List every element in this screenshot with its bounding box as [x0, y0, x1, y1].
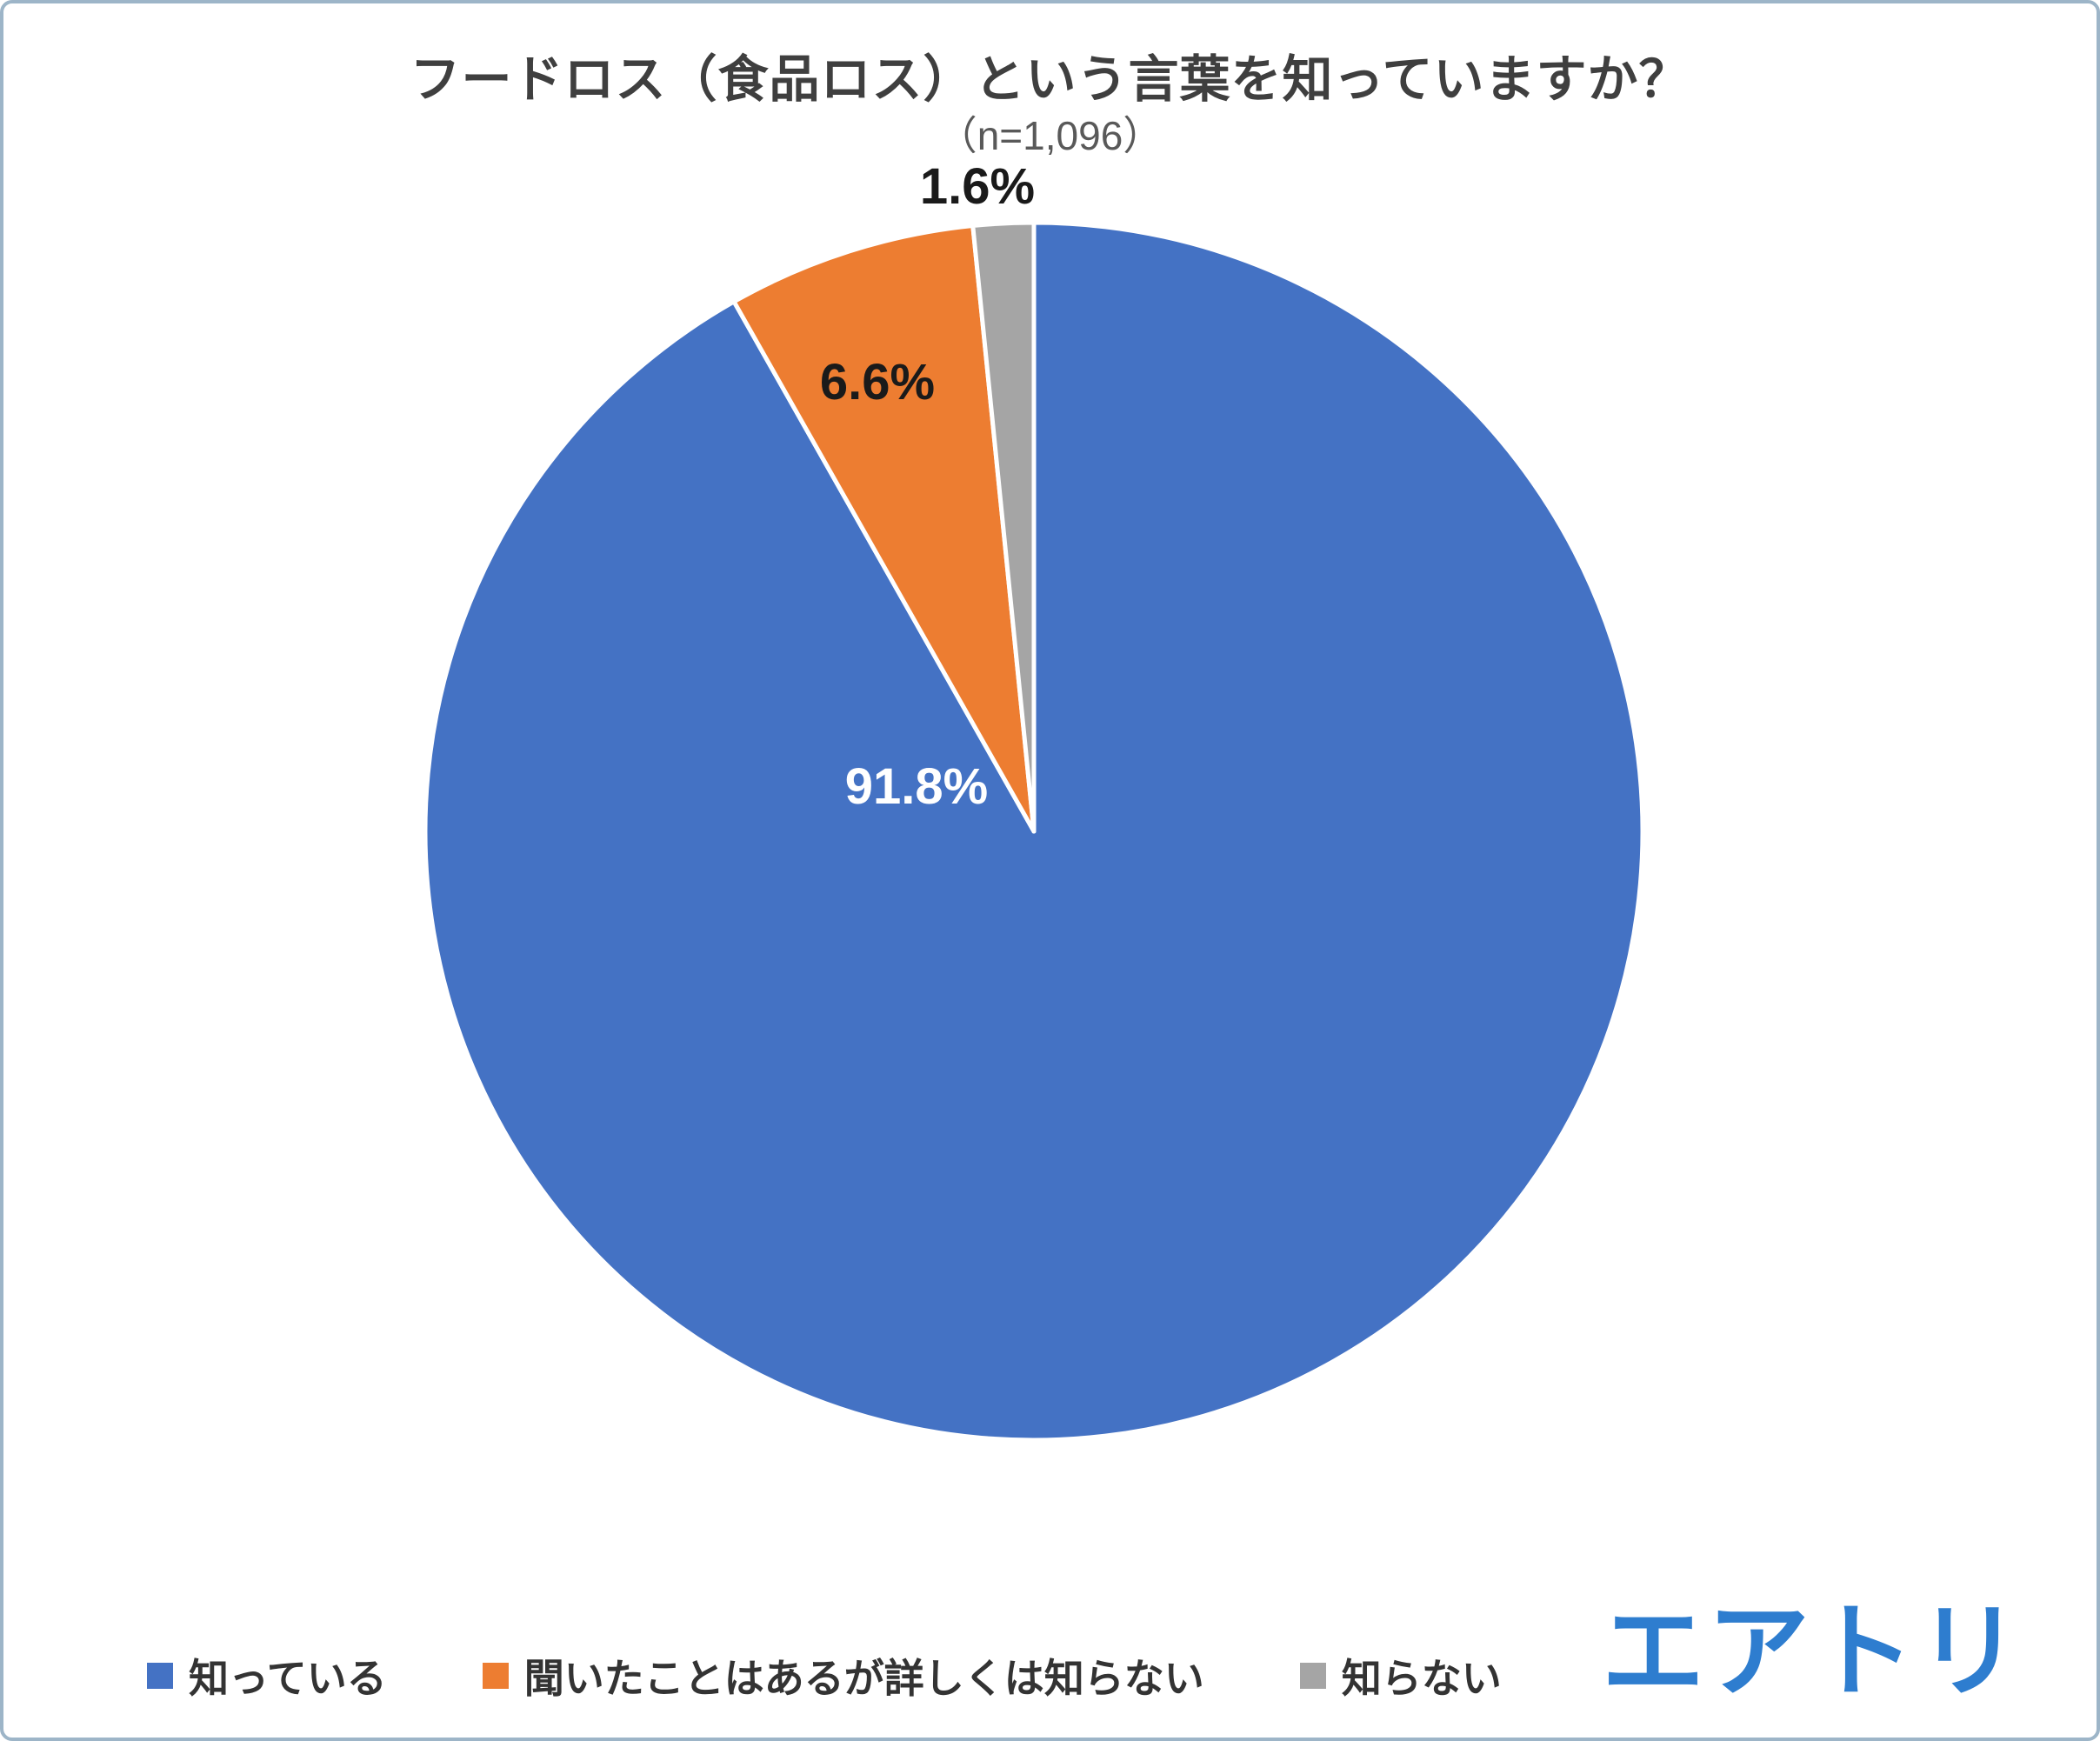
pie-slice-2	[970, 220, 1037, 834]
pie-data-label-1: 6.6%	[820, 354, 935, 410]
pie-data-label-2: 1.6%	[920, 158, 1035, 215]
sample-size-label: （n=1,096）	[937, 113, 1163, 158]
legend-swatch-heard-of	[482, 1663, 509, 1689]
legend-swatch-aware	[147, 1663, 173, 1689]
legend-item-heard-of: 聞いたことはあるが詳しくは知らない	[482, 1647, 1204, 1704]
legend-label-unaware: 知らない	[1341, 1656, 1502, 1701]
pie-data-label-0: 91.8%	[845, 758, 988, 815]
legend: 知っている 聞いたことはあるが詳しくは知らない 知らない	[147, 1647, 1502, 1704]
pie-slice-1	[731, 223, 1037, 834]
legend-label-aware: 知っている	[189, 1656, 387, 1701]
legend-item-aware: 知っている	[147, 1647, 387, 1704]
airtrip-logo: エアトリ	[1601, 1595, 2023, 1710]
legend-item-unaware: 知らない	[1299, 1647, 1502, 1704]
legend-label-heard-of: 聞いたことはあるが詳しくは知らない	[523, 1656, 1204, 1701]
legend-swatch-unaware	[1299, 1663, 1326, 1689]
chart-title: フードロス（食品ロス）という言葉を知っていますか？	[410, 51, 1690, 108]
pie-chart: 91.8% 6.6% 1.6%	[423, 158, 1645, 1443]
